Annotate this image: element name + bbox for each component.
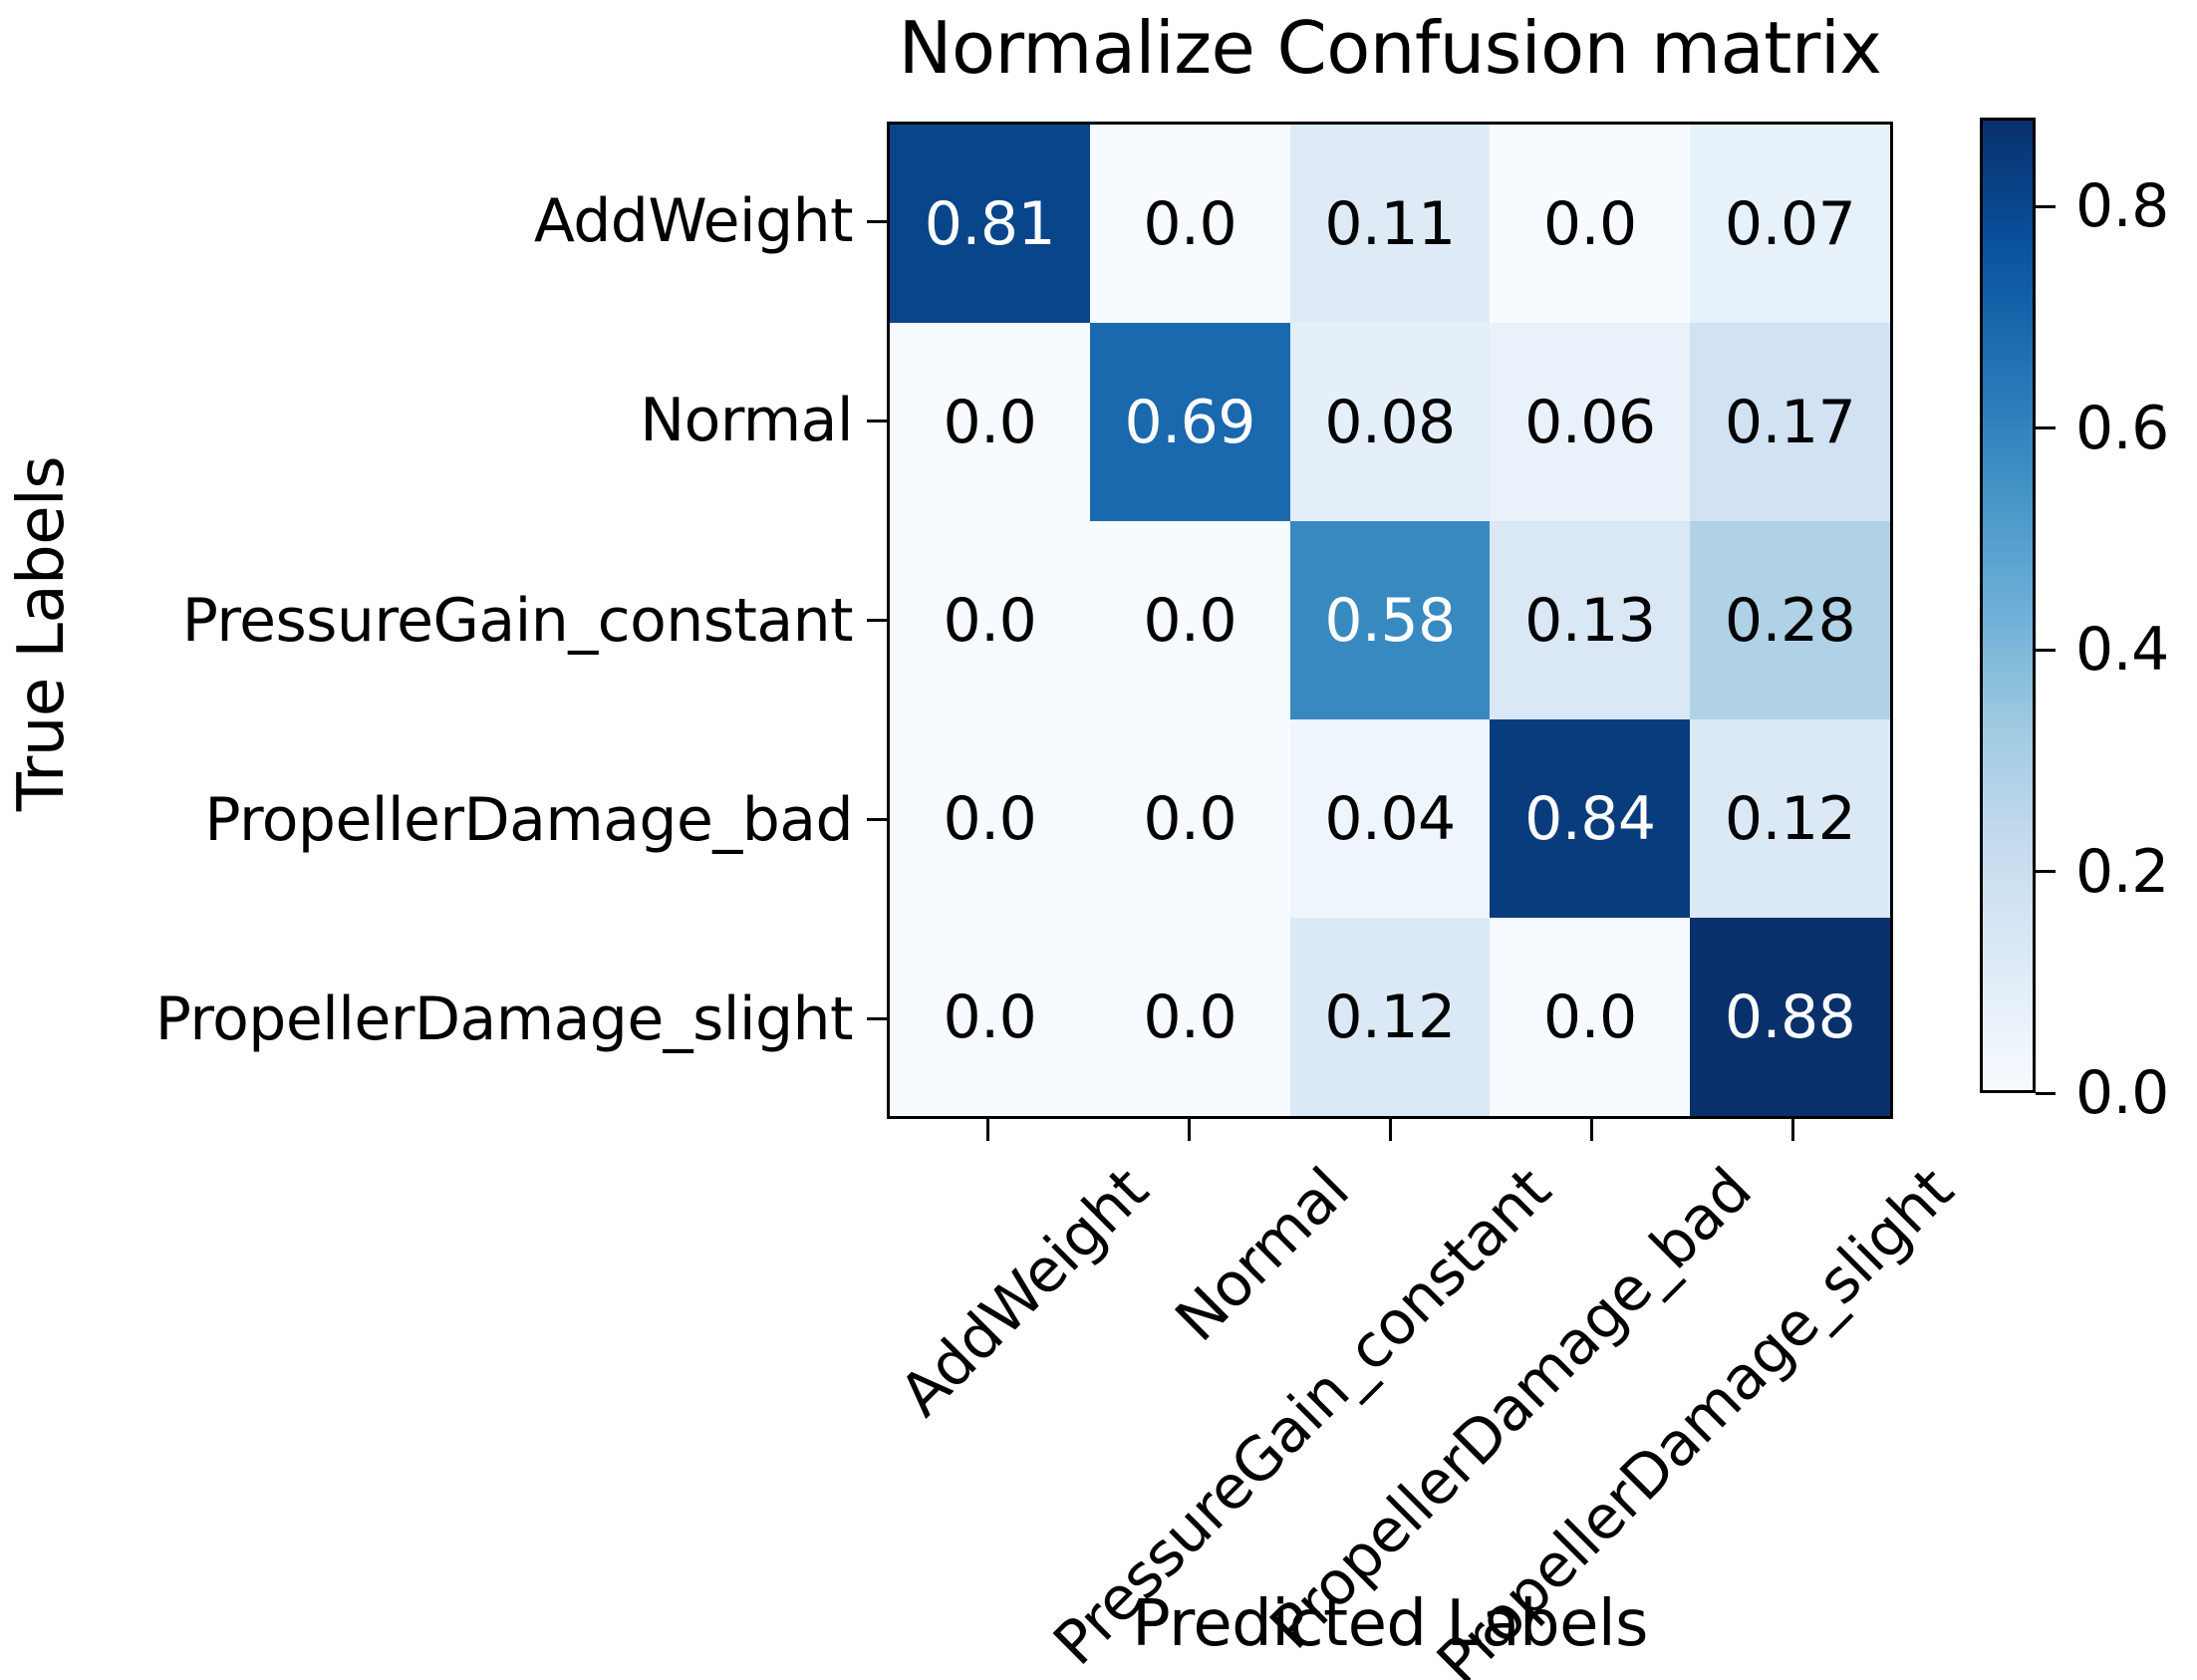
heatmap-cell: 0.04 <box>1289 719 1491 918</box>
x-tick-mark <box>985 1119 989 1141</box>
colorbar-tick-label: 0.0 <box>2075 1058 2169 1128</box>
colorbar-tick-label: 0.6 <box>2075 393 2169 463</box>
x-tick-label: AddWeight <box>886 1155 1162 1431</box>
heatmap-cell: 0.0 <box>890 918 1090 1116</box>
colorbar-tick-mark <box>2036 1091 2056 1095</box>
x-tick-mark <box>1589 1119 1593 1141</box>
y-tick-label: AddWeight <box>533 186 854 257</box>
y-tick-label: PropellerDamage_slight <box>154 983 854 1054</box>
x-tick-mark <box>1388 1119 1392 1141</box>
y-tick-label: PropellerDamage_bad <box>204 784 853 855</box>
y-tick-label: Normal <box>640 386 853 456</box>
x-tick-mark <box>1790 1119 1794 1141</box>
heatmap-cell: 0.17 <box>1690 323 1890 521</box>
x-tick-label: Normal <box>1163 1155 1363 1355</box>
heatmap-cell: 0.07 <box>1690 125 1890 323</box>
heatmap-cell: 0.84 <box>1490 719 1691 918</box>
y-tick-mark <box>867 1017 887 1021</box>
chart-title: Normalize Confusion matrix <box>898 6 1882 90</box>
x-axis-label: Predicted Labels <box>1132 1587 1648 1661</box>
heatmap-cell: 0.58 <box>1289 521 1491 719</box>
heatmap-cell: 0.0 <box>1490 125 1691 323</box>
heatmap-cell: 0.88 <box>1690 918 1890 1116</box>
heatmap-cell: 0.12 <box>1690 719 1890 918</box>
heatmap-cell: 0.0 <box>1490 918 1691 1116</box>
heatmap-cell: 0.06 <box>1490 323 1691 521</box>
y-tick-mark <box>867 419 887 422</box>
heatmap-cell: 0.0 <box>890 719 1090 918</box>
heatmap-cell: 0.0 <box>1089 918 1290 1116</box>
heatmap-cell: 0.0 <box>1089 521 1290 719</box>
heatmap-cell: 0.0 <box>890 521 1090 719</box>
heatmap-cell: 0.0 <box>1089 125 1290 323</box>
colorbar-tick-label: 0.2 <box>2075 836 2169 907</box>
heatmap-cell: 0.28 <box>1690 521 1890 719</box>
heatmap-cell: 0.81 <box>890 125 1090 323</box>
heatmap-cell: 0.69 <box>1089 323 1290 521</box>
colorbar-tick-mark <box>2036 870 2056 873</box>
heatmap-cell: 0.08 <box>1289 323 1491 521</box>
colorbar-tick-label: 0.8 <box>2075 171 2169 241</box>
heatmap-cell: 0.12 <box>1289 918 1491 1116</box>
colorbar-tick-mark <box>2036 426 2056 429</box>
colorbar-tick-mark <box>2036 648 2056 652</box>
heatmap: 0.81 0.0 0.11 0.0 0.07 0.0 0.69 0.08 0.06 0.17 0.0… <box>887 122 1893 1119</box>
heatmap-cell: 0.11 <box>1289 125 1491 323</box>
heatmap-cell: 0.0 <box>890 323 1090 521</box>
heatmap-cell: 0.13 <box>1490 521 1691 719</box>
y-tick-mark <box>867 219 887 223</box>
y-tick-mark <box>867 818 887 822</box>
colorbar-tick-mark <box>2036 204 2056 208</box>
y-tick-label: PressureGain_constant <box>181 585 854 656</box>
heatmap-cell: 0.0 <box>1089 719 1290 918</box>
y-tick-mark <box>867 619 887 622</box>
x-tick-mark <box>1187 1119 1191 1141</box>
colorbar <box>1980 118 2036 1093</box>
colorbar-tick-label: 0.4 <box>2075 615 2169 685</box>
